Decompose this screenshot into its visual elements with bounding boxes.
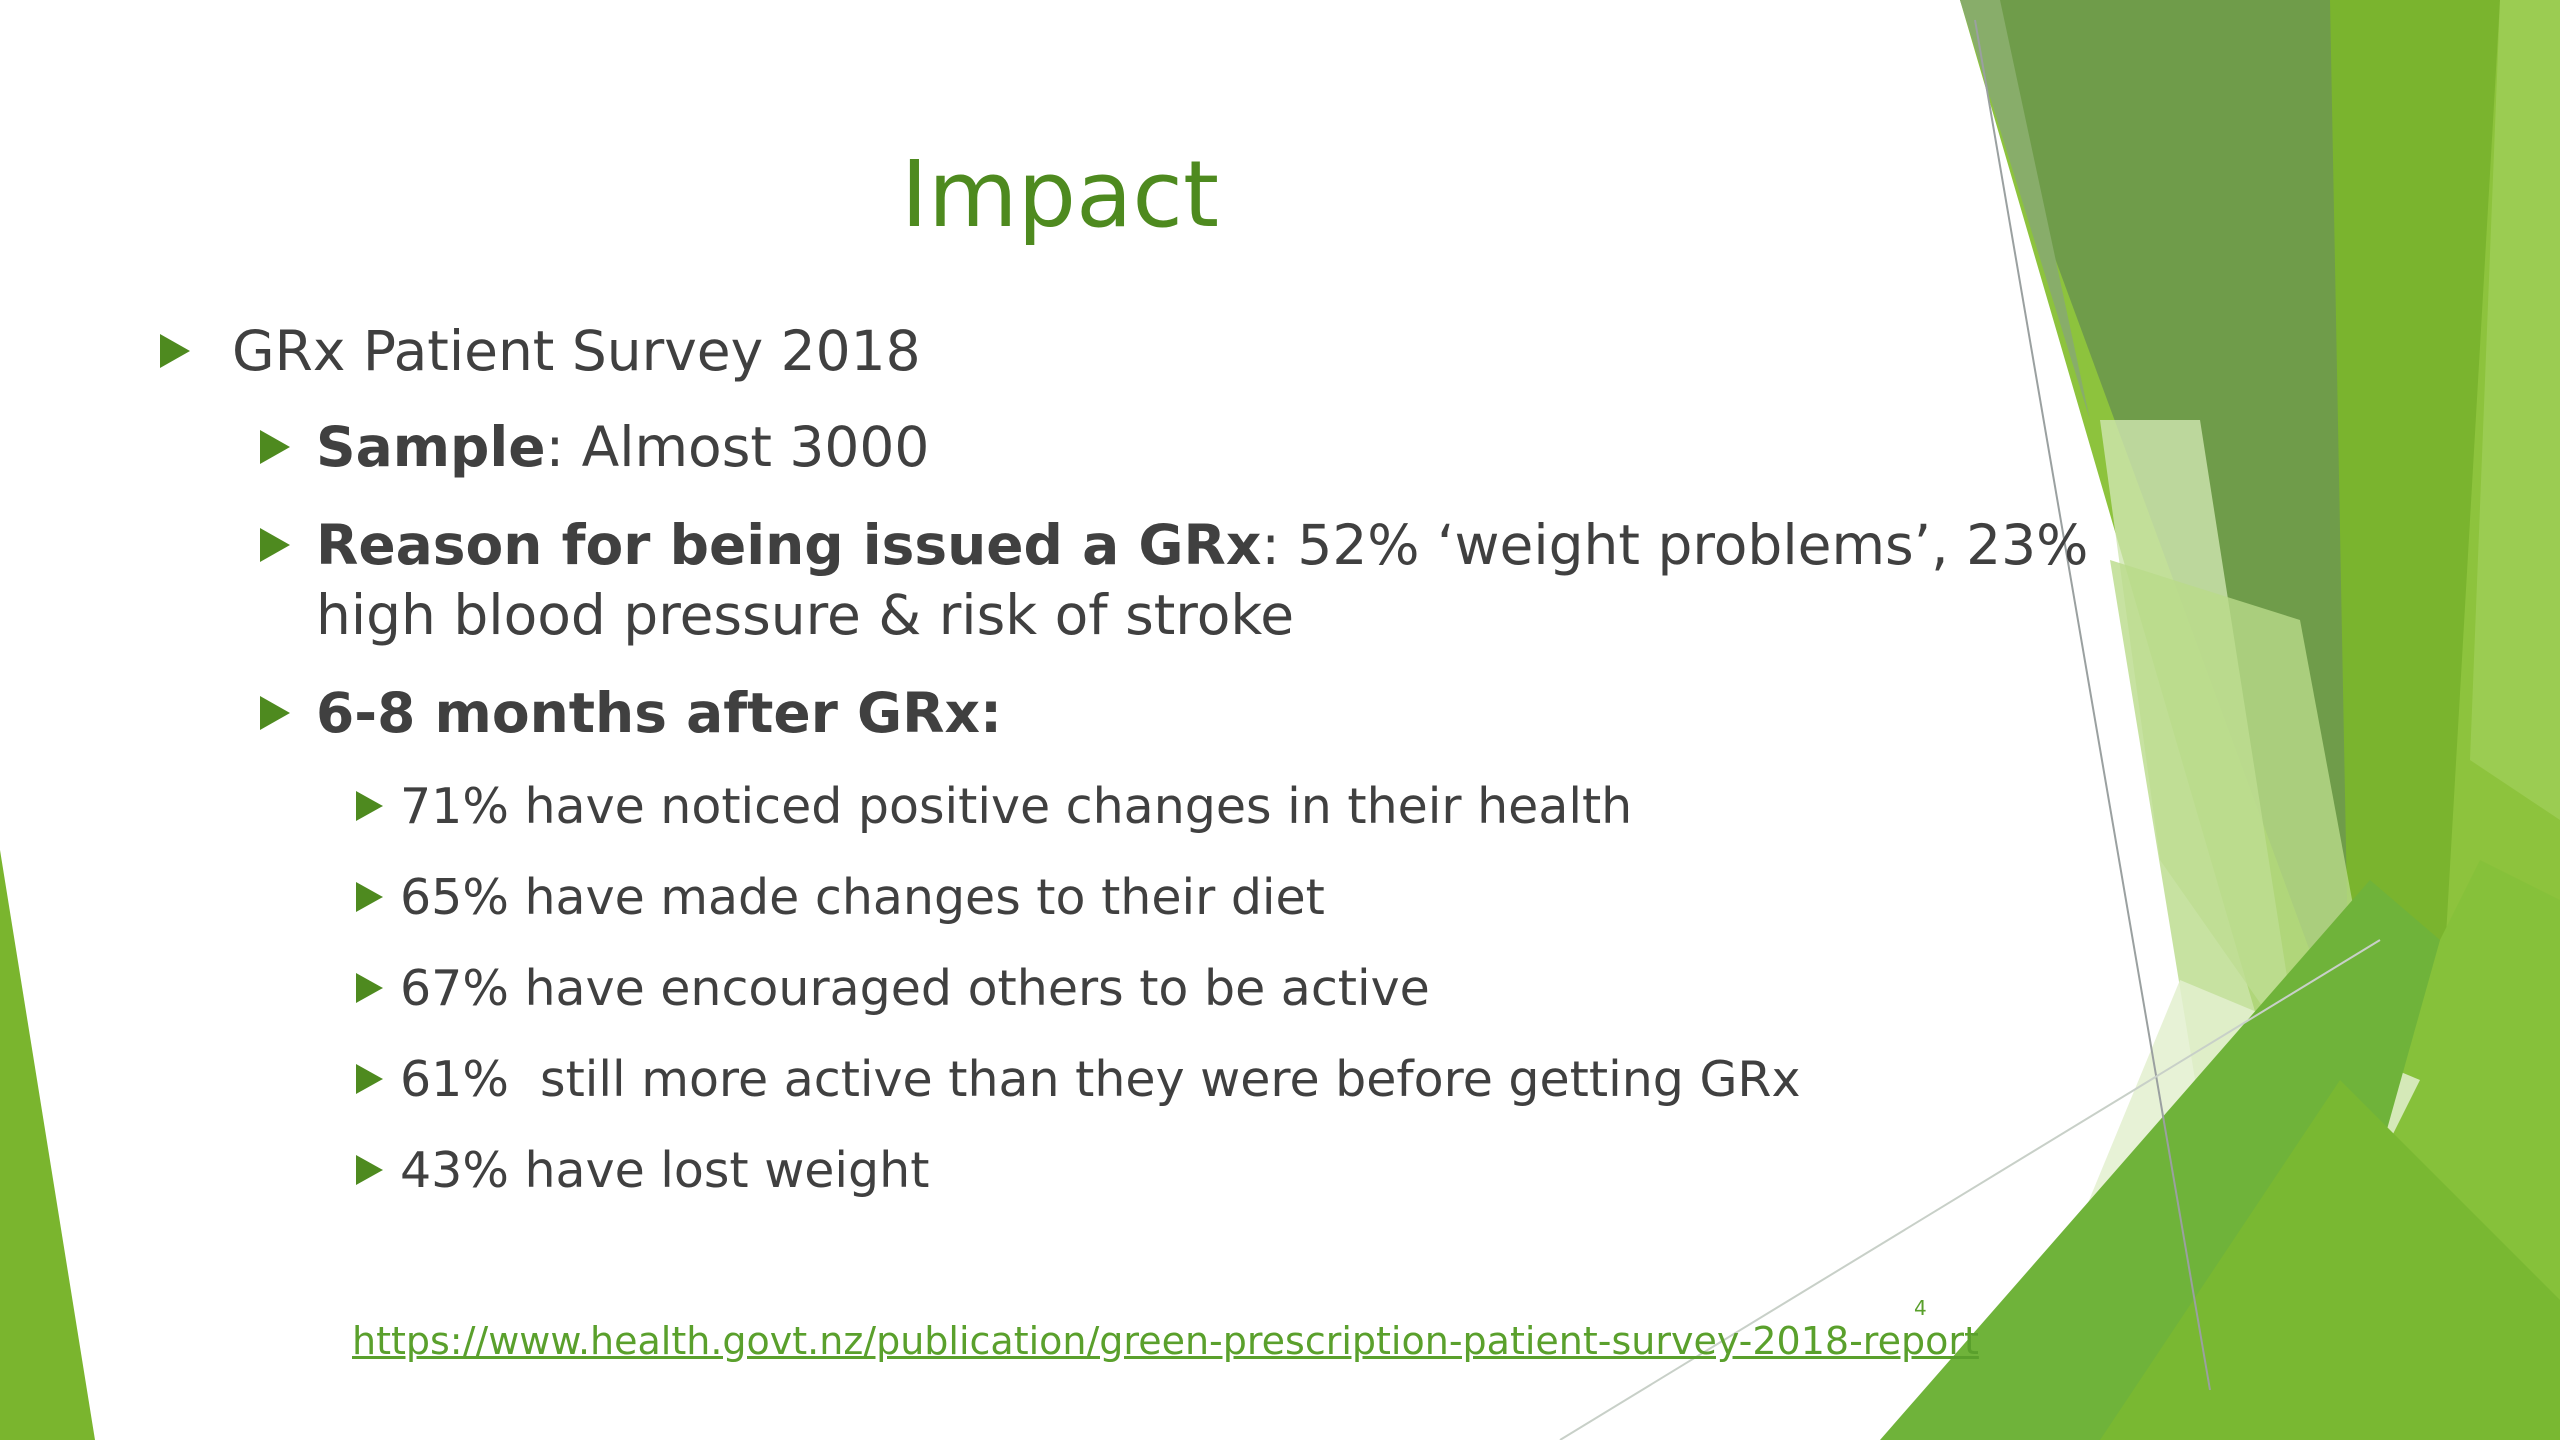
triangle-bullet-icon (356, 1155, 383, 1185)
result-text: 71% have noticed positive changes in the… (400, 778, 1633, 835)
result-item: 61% still more active than they were bef… (356, 1049, 2220, 1111)
bullet-survey-text: GRx Patient Survey 2018 (232, 319, 921, 383)
result-item: 67% have encouraged others to be active (356, 958, 2220, 1020)
reason-label: Reason for being issued a GRx (316, 513, 1262, 577)
result-text: 61% still more active than they were bef… (400, 1051, 1801, 1108)
result-item: 71% have noticed positive changes in the… (356, 776, 2220, 838)
result-item: 65% have made changes to their diet (356, 867, 2220, 929)
triangle-bullet-icon (356, 791, 383, 821)
result-text: 43% have lost weight (400, 1142, 930, 1199)
triangle-bullet-icon (160, 334, 190, 368)
bullet-sample: Sample: Almost 3000 (260, 412, 2220, 482)
slide-title: Impact (900, 141, 1220, 248)
sample-label: Sample (316, 415, 546, 479)
reason-value: : 52% ‘weight problems’, 23% high blood … (316, 513, 2089, 647)
triangle-bullet-icon (260, 430, 290, 464)
bullet-months-after: 6-8 months after GRx: (260, 678, 2220, 748)
result-text: 65% have made changes to their diet (400, 869, 1325, 926)
result-text: 67% have encouraged others to be active (400, 960, 1430, 1017)
months-after-label: 6-8 months after GRx: (316, 681, 1002, 745)
source-link[interactable]: https://www.health.govt.nz/publication/g… (352, 1319, 1979, 1363)
triangle-bullet-icon (260, 528, 290, 562)
triangle-bullet-icon (356, 973, 383, 1003)
bullet-survey: GRx Patient Survey 2018 (160, 316, 2220, 386)
page-number: 4 (1914, 1296, 1927, 1320)
sample-value: : Almost 3000 (545, 415, 930, 479)
triangle-bullet-icon (260, 696, 290, 730)
result-item: 43% have lost weight (356, 1140, 2220, 1202)
triangle-bullet-icon (356, 1064, 383, 1094)
bullet-reason: Reason for being issued a GRx: 52% ‘weig… (260, 510, 2220, 650)
bullet-list: GRx Patient Survey 2018 Sample: Almost 3… (160, 316, 2220, 1231)
triangle-bullet-icon (356, 882, 383, 912)
